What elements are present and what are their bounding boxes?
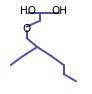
Text: OH: OH	[51, 6, 67, 16]
Text: HO: HO	[20, 6, 36, 16]
Text: O: O	[22, 24, 31, 34]
